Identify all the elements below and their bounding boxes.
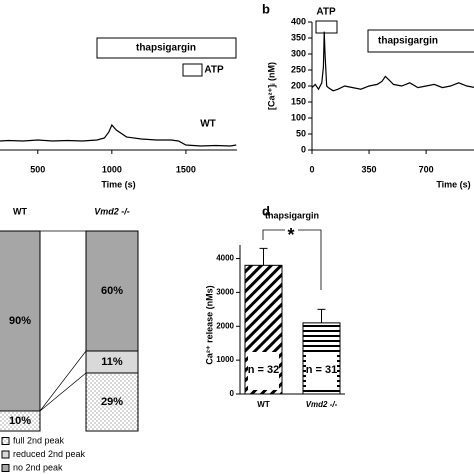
y-tick-label: 200 — [291, 80, 306, 90]
n-box — [248, 352, 279, 390]
bar-segment — [85, 230, 139, 352]
x-axis-label: Time (s) — [101, 179, 135, 189]
significance-mark: * — [287, 225, 294, 245]
annotation: thapsigargin — [378, 36, 438, 47]
annotation-box — [315, 20, 338, 34]
x-tick-label: 1500 — [176, 164, 196, 174]
y-tick-label: 4000 — [216, 254, 234, 263]
category-label: WT — [13, 206, 27, 216]
significance-bracket — [262, 229, 322, 290]
connector — [39, 372, 87, 412]
y-tick-label: 0 — [301, 144, 306, 154]
value-label: 90% — [9, 315, 31, 327]
x-tick-label: 350 — [362, 164, 377, 174]
category-label: Vmd2 -/- — [306, 400, 338, 409]
value-label: 60% — [101, 285, 123, 297]
y-tick-label: 400 — [291, 16, 306, 26]
y-tick-label: 2000 — [216, 321, 234, 330]
title: thapsigargin — [265, 210, 319, 220]
x-axis-label: Time (s) — [436, 179, 470, 189]
x-tick-label: 0 — [309, 164, 314, 174]
annotation-box — [367, 29, 474, 53]
annotation-box — [182, 63, 203, 77]
y-tick-label: 250 — [291, 64, 306, 74]
x-tick-label: 500 — [30, 164, 45, 174]
legend-swatch — [1, 464, 10, 472]
legend-swatch — [1, 437, 10, 445]
y-axis-label: Ca²⁺ release (nMs) — [204, 285, 214, 364]
x-tick-label: 1000 — [102, 164, 122, 174]
panel-label: b — [262, 1, 270, 16]
y-tick-label: 1000 — [216, 355, 234, 364]
n-box — [306, 352, 337, 390]
legend-label: no 2nd peak — [13, 462, 63, 472]
legend-label: reduced 2nd peak — [13, 449, 86, 459]
category-label: WT — [257, 400, 270, 409]
value-label: 11% — [101, 356, 123, 368]
n-label: n = 32 — [248, 364, 280, 376]
y-tick-label: 3000 — [216, 288, 234, 297]
annotation: ATP — [204, 65, 224, 76]
bar-segment — [85, 372, 139, 432]
trace — [311, 31, 474, 92]
annotation: ATP — [316, 7, 336, 18]
y-tick-label: 350 — [291, 32, 306, 42]
y-axis-label: [Ca²⁺]ᵢ (nM) — [266, 62, 276, 110]
legend-label: full 2nd peak — [13, 435, 65, 445]
n-label: n = 31 — [306, 364, 338, 376]
y-tick-label: 300 — [291, 48, 306, 58]
panel-label: d — [262, 203, 270, 218]
value-label: 10% — [9, 415, 31, 427]
annotation: WT — [200, 119, 216, 130]
connector — [39, 350, 87, 412]
annotation-box — [96, 37, 237, 59]
y-tick-label: 150 — [291, 96, 306, 106]
bar-segment — [0, 230, 41, 412]
trace — [0, 123, 237, 147]
category-label: Vmd2 -/- — [94, 206, 130, 216]
x-tick-label: 700 — [419, 164, 434, 174]
value-label: 29% — [101, 396, 123, 408]
legend-swatch — [1, 450, 10, 459]
y-tick-label: 0 — [230, 389, 235, 398]
y-tick-label: 100 — [291, 112, 306, 122]
y-tick-label: 50 — [296, 128, 306, 138]
annotation: thapsigargin — [136, 43, 196, 54]
